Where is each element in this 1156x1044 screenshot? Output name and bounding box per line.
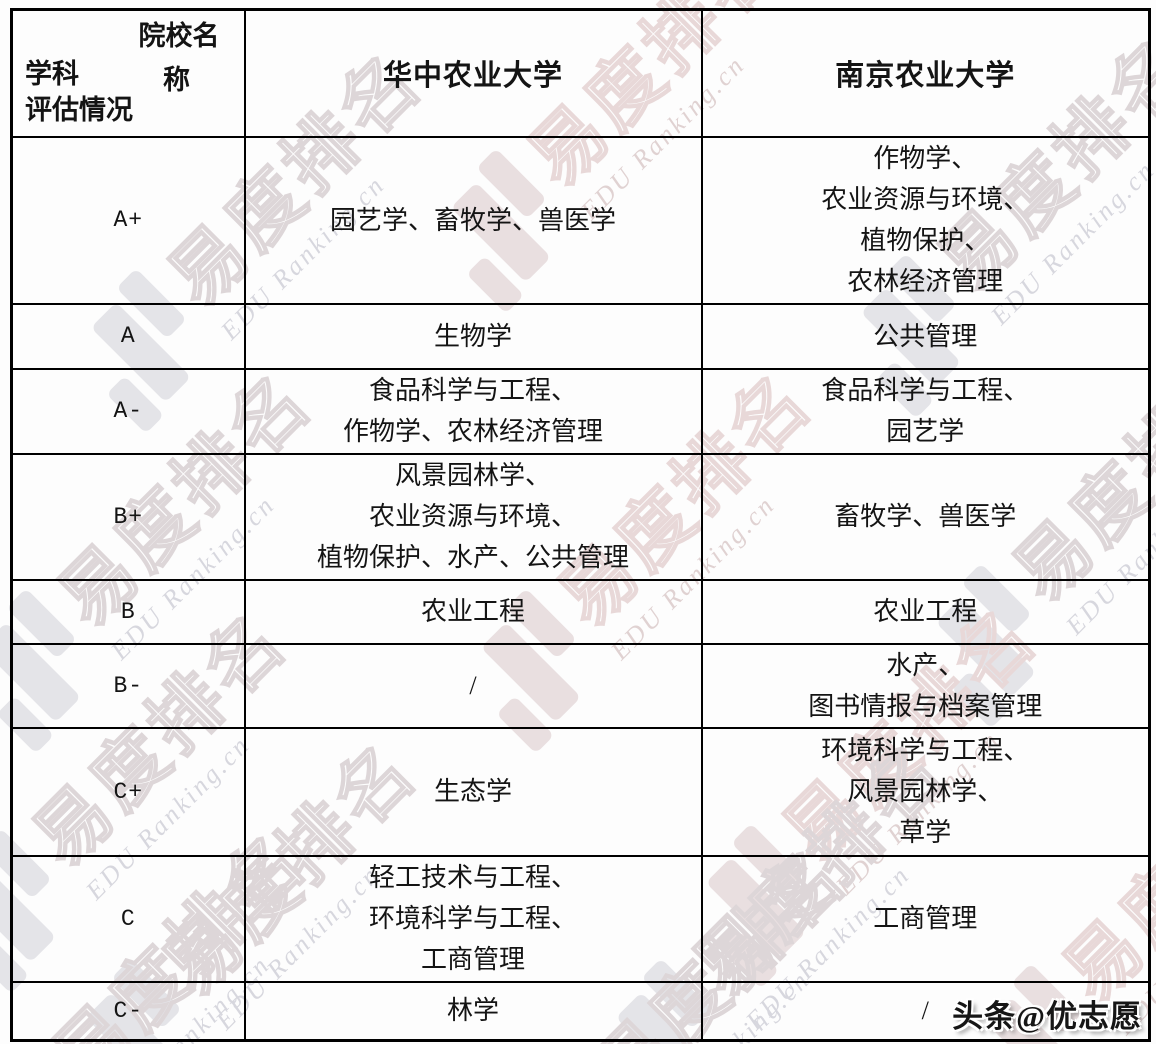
- column-header-huazhong-agricultural-university: 华中农业大学: [243, 8, 703, 138]
- discipline-line: 园艺学、畜牧学、兽医学: [329, 205, 616, 235]
- grade-cell: B+: [10, 452, 246, 581]
- grade-cell: A-: [10, 367, 246, 455]
- discipline-line: 林学: [446, 996, 499, 1026]
- hzau-subjects-cell: 生物学: [243, 302, 703, 370]
- njau-subjects-cell: 工商管理: [700, 854, 1151, 983]
- discipline-evaluation-table: 院校名 称 学科 评估情况 华中农业大学 南京农业大学 A+ 园艺学、畜牧学、兽医…: [10, 8, 1151, 1042]
- grade-cell: A+: [10, 135, 246, 305]
- njau-subjects-cell: 食品科学与工程、 园艺学: [700, 367, 1151, 455]
- discipline-line: 草学: [899, 818, 952, 847]
- discipline-line: 农业资源与环境、: [821, 185, 1030, 214]
- hzau-subjects-cell: 轻工技术与工程、 环境科学与工程、 工商管理: [243, 854, 703, 983]
- discipline-line: 农业工程: [420, 597, 525, 626]
- discipline-line: 轻工技术与工程、: [368, 863, 577, 892]
- table-row-B: B 农业工程 农业工程: [10, 578, 1151, 645]
- discipline-line: 生物学: [433, 321, 512, 351]
- discipline-line: 环境科学与工程、: [368, 904, 577, 933]
- njau-subjects-cell: 环境科学与工程、 风景园林学、 草学: [700, 726, 1151, 857]
- grade-cell: A: [10, 302, 246, 370]
- hzau-subjects-cell: 林学: [243, 980, 703, 1042]
- corner-label-discipline-line2: 评估情况: [25, 95, 133, 125]
- hzau-subjects-cell: 生态学: [243, 726, 703, 857]
- discipline-line: 畜牧学、兽医学: [834, 502, 1017, 531]
- toutiao-attribution: 头条@优志愿: [952, 999, 1142, 1034]
- hzau-subjects-cell: 园艺学、畜牧学、兽医学: [243, 135, 703, 305]
- grade-cell: C: [10, 854, 246, 983]
- table-row-B+: B+ 风景园林学、 农业资源与环境、 植物保护、水产、公共管理 畜牧学、兽医学: [10, 452, 1151, 581]
- discipline-line: 农林经济管理: [847, 267, 1004, 296]
- corner-label-discipline-line1: 学科: [25, 59, 79, 89]
- njau-subjects-cell: 作物学、农业资源与环境、 植物保护、农林经济管理: [700, 135, 1151, 305]
- grade-cell: B: [10, 578, 246, 645]
- corner-header-cell: 院校名 称 学科 评估情况: [10, 8, 246, 138]
- discipline-line: 植物保护、水产、公共管理: [316, 543, 629, 572]
- discipline-line: /: [469, 671, 477, 700]
- corner-label-college-name-line1: 院校名: [138, 21, 220, 51]
- discipline-line: 作物学、农林经济管理: [342, 417, 603, 446]
- njau-subjects-cell: 公共管理: [700, 302, 1151, 370]
- hzau-subjects-cell: 食品科学与工程、 作物学、农林经济管理: [243, 367, 703, 455]
- grade-cell: B-: [10, 642, 246, 729]
- discipline-line: 工商管理: [873, 904, 978, 933]
- table-row-C+: C+ 生态学 环境科学与工程、 风景园林学、 草学: [10, 726, 1151, 857]
- corner-label-college-name-line2: 称: [163, 65, 190, 95]
- discipline-line: 农业资源与环境、: [368, 502, 577, 531]
- njau-subjects-cell: 畜牧学、兽医学: [700, 452, 1151, 581]
- discipline-line: /: [921, 996, 929, 1026]
- discipline-line: 风景园林学、: [847, 777, 1004, 806]
- njau-subjects-cell: 水产、图书情报与档案管理: [700, 642, 1151, 729]
- discipline-line: 水产、: [886, 650, 965, 680]
- table-row-A+: A+ 园艺学、畜牧学、兽医学 作物学、农业资源与环境、 植物保护、农林经济管理: [10, 135, 1151, 305]
- table-row-C: C 轻工技术与工程、 环境科学与工程、 工商管理 工商管理: [10, 854, 1151, 983]
- discipline-line: 图书情报与档案管理: [808, 691, 1043, 721]
- discipline-line: 风景园林学、: [394, 461, 551, 490]
- discipline-line: 食品科学与工程、: [821, 376, 1030, 405]
- grade-cell: C+: [10, 726, 246, 857]
- column-header-nanjing-agricultural-university: 南京农业大学: [700, 8, 1151, 138]
- header-row: 院校名 称 学科 评估情况 华中农业大学 南京农业大学: [10, 8, 1151, 138]
- discipline-line: 园艺学: [886, 417, 965, 446]
- discipline-line: 植物保护、: [860, 226, 991, 255]
- table-row-B-: B- / 水产、图书情报与档案管理: [10, 642, 1151, 729]
- hzau-subjects-cell: /: [243, 642, 703, 729]
- hzau-subjects-cell: 农业工程: [243, 578, 703, 645]
- discipline-line: 农业工程: [873, 597, 978, 626]
- hzau-subjects-cell: 风景园林学、 农业资源与环境、植物保护、水产、公共管理: [243, 452, 703, 581]
- grade-cell: C-: [10, 980, 246, 1042]
- discipline-line: 公共管理: [873, 321, 978, 351]
- table-row-A: A 生物学 公共管理: [10, 302, 1151, 370]
- discipline-line: 工商管理: [420, 945, 525, 974]
- discipline-line: 食品科学与工程、: [368, 376, 577, 405]
- discipline-line: 生态学: [433, 777, 512, 806]
- discipline-line: 作物学、: [873, 144, 978, 173]
- table-row-A-: A- 食品科学与工程、 作物学、农林经济管理 食品科学与工程、 园艺学: [10, 367, 1151, 455]
- njau-subjects-cell: 农业工程: [700, 578, 1151, 645]
- discipline-line: 环境科学与工程、: [821, 736, 1030, 765]
